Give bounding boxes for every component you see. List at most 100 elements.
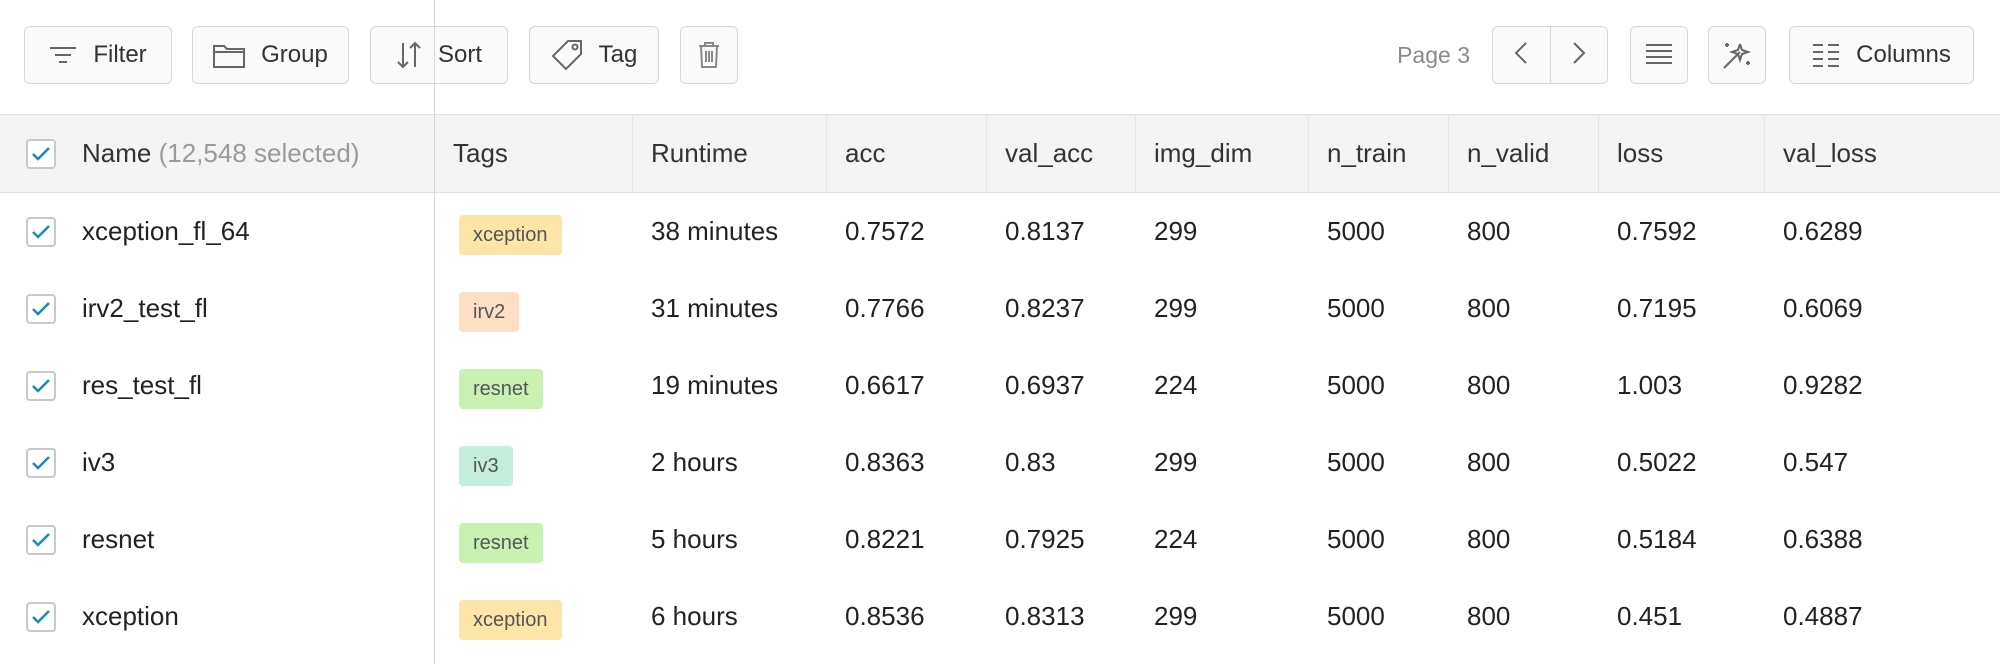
prev-page-button[interactable] xyxy=(1493,27,1550,83)
n-train-cell: 5000 xyxy=(1327,370,1385,400)
val-acc-cell: 0.8137 xyxy=(1005,216,1085,246)
column-divider xyxy=(1764,115,1765,192)
acc-cell: 0.7766 xyxy=(845,293,925,323)
select-all-checkbox[interactable] xyxy=(26,139,56,169)
runtime-cell: 38 minutes xyxy=(651,216,779,246)
table-row[interactable]: resnet resnet 5 hours 0.8221 0.7925 224 … xyxy=(0,501,2000,578)
columns-button[interactable]: Columns xyxy=(1789,26,1974,84)
val-loss-cell: 0.9282 xyxy=(1783,370,1863,400)
val-acc-cell: 0.8237 xyxy=(1005,293,1085,323)
row-name-cell: xception_fl_64 xyxy=(0,193,435,270)
row-checkbox[interactable] xyxy=(26,371,56,401)
runtime-cell: 5 hours xyxy=(651,524,738,554)
runs-table: Name (12,548 selected) Tags Runtime acc … xyxy=(0,115,2000,655)
filter-label: Filter xyxy=(93,41,147,68)
header-acc[interactable]: acc xyxy=(845,138,886,168)
table-body: xception_fl_64 xception 38 minutes 0.757… xyxy=(0,193,2000,655)
header-tags[interactable]: Tags xyxy=(453,138,508,168)
table-row[interactable]: xception xception 6 hours 0.8536 0.8313 … xyxy=(0,578,2000,655)
header-val-acc[interactable]: val_acc xyxy=(1005,138,1094,168)
tag-badge[interactable]: resnet xyxy=(459,523,543,563)
n-valid-cell: 800 xyxy=(1467,370,1511,400)
tag-badge[interactable]: resnet xyxy=(459,369,543,409)
val-acc-cell: 0.6937 xyxy=(1005,370,1085,400)
loss-cell: 1.003 xyxy=(1617,370,1683,400)
table-row[interactable]: res_test_fl resnet 19 minutes 0.6617 0.6… xyxy=(0,347,2000,424)
tag-badge[interactable]: xception xyxy=(459,215,562,255)
delete-button[interactable] xyxy=(680,26,738,84)
row-checkbox[interactable] xyxy=(26,217,56,247)
table-header: Name (12,548 selected) Tags Runtime acc … xyxy=(0,115,2000,193)
run-name[interactable]: iv3 xyxy=(82,447,116,477)
chevron-left-icon xyxy=(1514,41,1528,70)
img-dim-cell: 224 xyxy=(1154,524,1198,554)
run-name[interactable]: xception xyxy=(82,601,179,631)
check-icon xyxy=(32,302,50,316)
header-n-valid[interactable]: n_valid xyxy=(1467,138,1550,168)
table-row[interactable]: xception_fl_64 xception 38 minutes 0.757… xyxy=(0,193,2000,270)
tag-icon xyxy=(551,39,583,71)
loss-cell: 0.5022 xyxy=(1617,447,1697,477)
row-checkbox[interactable] xyxy=(26,294,56,324)
run-name[interactable]: irv2_test_fl xyxy=(82,293,208,323)
page-indicator: Page 3 xyxy=(1397,42,1470,68)
group-label: Group xyxy=(261,41,328,68)
val-loss-cell: 0.4887 xyxy=(1783,601,1863,631)
next-page-button[interactable] xyxy=(1549,27,1608,83)
runtime-cell: 2 hours xyxy=(651,447,738,477)
row-checkbox[interactable] xyxy=(26,525,56,555)
val-loss-cell: 0.6289 xyxy=(1783,216,1863,246)
folder-icon xyxy=(213,42,246,68)
n-valid-cell: 800 xyxy=(1467,447,1511,477)
sort-button[interactable]: Sort xyxy=(370,26,508,84)
row-checkbox[interactable] xyxy=(26,448,56,478)
columns-label: Columns xyxy=(1856,41,1951,68)
trash-icon xyxy=(697,41,721,69)
check-icon xyxy=(32,147,50,161)
column-divider xyxy=(1308,115,1309,192)
img-dim-cell: 299 xyxy=(1154,293,1198,323)
run-name[interactable]: res_test_fl xyxy=(82,370,202,400)
header-val-loss[interactable]: val_loss xyxy=(1783,138,1877,168)
sort-label: Sort xyxy=(437,41,482,68)
tag-badge[interactable]: xception xyxy=(459,600,562,640)
group-button[interactable]: Group xyxy=(192,26,349,84)
selected-count: (12,548 selected) xyxy=(158,138,360,168)
header-name-cell: Name (12,548 selected) xyxy=(0,115,435,192)
row-name-cell: resnet xyxy=(0,501,435,578)
tag-label: Tag xyxy=(598,41,638,68)
loss-cell: 0.451 xyxy=(1617,601,1683,631)
img-dim-cell: 299 xyxy=(1154,216,1198,246)
filter-button[interactable]: Filter xyxy=(24,26,172,84)
loss-cell: 0.7592 xyxy=(1617,216,1697,246)
columns-icon xyxy=(1812,42,1840,68)
column-divider xyxy=(1598,115,1599,192)
column-divider xyxy=(1135,115,1136,192)
val-acc-cell: 0.8313 xyxy=(1005,601,1085,631)
tag-badge[interactable]: irv2 xyxy=(459,292,520,332)
run-name[interactable]: resnet xyxy=(82,524,155,554)
lines-icon xyxy=(1645,42,1673,68)
table-row[interactable]: irv2_test_fl irv2 31 minutes 0.7766 0.82… xyxy=(0,270,2000,347)
tag-button[interactable]: Tag xyxy=(529,26,659,84)
column-divider xyxy=(986,115,987,192)
row-checkbox[interactable] xyxy=(26,602,56,632)
run-name[interactable]: xception_fl_64 xyxy=(82,216,250,246)
n-train-cell: 5000 xyxy=(1327,293,1385,323)
n-valid-cell: 800 xyxy=(1467,601,1511,631)
loss-cell: 0.5184 xyxy=(1617,524,1697,554)
header-img-dim[interactable]: img_dim xyxy=(1154,138,1253,168)
val-acc-cell: 0.7925 xyxy=(1005,524,1085,554)
table-row[interactable]: iv3 iv3 2 hours 0.8363 0.83 299 5000 800… xyxy=(0,424,2000,501)
header-name[interactable]: Name (12,548 selected) xyxy=(82,115,360,192)
img-dim-cell: 299 xyxy=(1154,601,1198,631)
auto-arrange-button[interactable] xyxy=(1708,26,1766,84)
header-n-train[interactable]: n_train xyxy=(1327,138,1407,168)
header-runtime[interactable]: Runtime xyxy=(651,138,748,168)
val-loss-cell: 0.6388 xyxy=(1783,524,1863,554)
header-loss[interactable]: loss xyxy=(1617,138,1664,168)
n-valid-cell: 800 xyxy=(1467,524,1511,554)
runtime-cell: 19 minutes xyxy=(651,370,779,400)
tag-badge[interactable]: iv3 xyxy=(459,446,513,486)
row-density-button[interactable] xyxy=(1630,26,1688,84)
